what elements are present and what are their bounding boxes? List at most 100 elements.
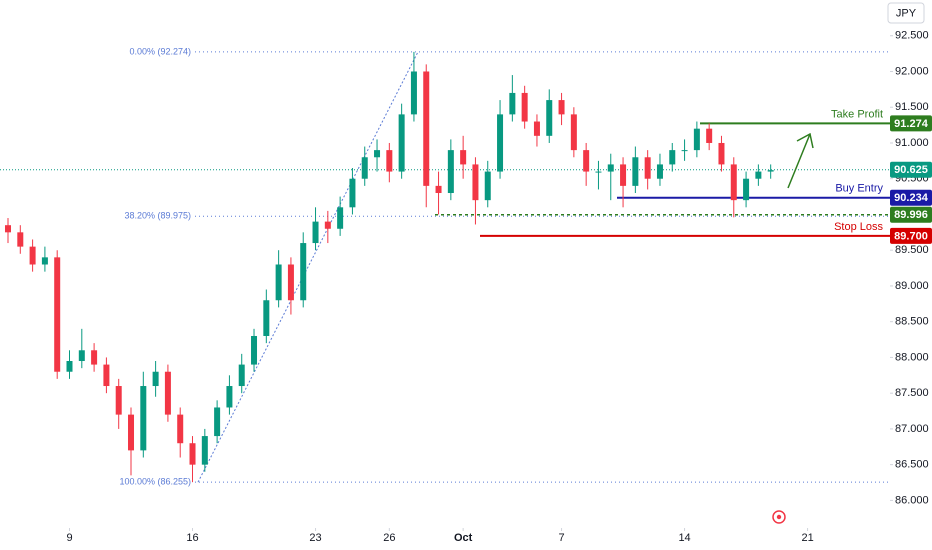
y-tick-label: 87.000 — [895, 423, 929, 435]
price-badge-label: 89.700 — [894, 230, 928, 242]
y-tick-label: 89.000 — [895, 280, 929, 292]
candle-body — [693, 128, 700, 151]
candle-body — [17, 232, 24, 247]
candle-body — [214, 407, 221, 437]
candle-body — [78, 350, 85, 362]
candle-body — [546, 100, 553, 136]
candle-body — [128, 414, 135, 451]
price-badge — [890, 189, 932, 206]
y-tick-label: 86.500 — [895, 459, 929, 471]
y-tick-label: 88.000 — [895, 351, 929, 363]
x-tick-label: Oct — [454, 532, 473, 544]
currency-label: JPY — [896, 7, 917, 19]
candle-body — [521, 92, 528, 122]
candle-body — [755, 171, 762, 179]
candle-body — [656, 164, 663, 179]
candle-body — [435, 185, 442, 194]
candle-body — [767, 170, 774, 172]
level-name: Buy Entry — [835, 183, 883, 195]
candle-body — [386, 150, 393, 172]
candle-body — [103, 364, 110, 387]
candle-body — [54, 257, 61, 372]
candle-body — [275, 264, 282, 301]
fib-level-label: 38.20% (89.975) — [124, 211, 191, 221]
candle-body — [226, 386, 233, 408]
timer-icon-dot — [776, 514, 782, 520]
candle-body — [718, 142, 725, 165]
x-tick-label: 23 — [309, 532, 321, 544]
candle-body — [152, 371, 159, 387]
candle-body — [644, 157, 651, 179]
candle-body — [238, 364, 245, 387]
y-tick-label: 88.500 — [895, 316, 929, 328]
candle-body — [115, 386, 122, 415]
price-badge — [890, 206, 932, 223]
fib-level-label: 0.00% (92.274) — [129, 46, 191, 56]
candle-body — [447, 150, 454, 194]
y-tick-label: 86.000 — [895, 494, 929, 506]
candle-body — [164, 371, 171, 415]
candle-body — [300, 243, 307, 301]
fib-trend-line — [197, 51, 419, 483]
candle-body — [706, 128, 713, 143]
candle-body — [374, 150, 381, 158]
projection-arrow-head — [796, 132, 814, 149]
y-tick-label: 87.500 — [895, 387, 929, 399]
price-badge — [890, 115, 932, 132]
candle-body — [570, 114, 577, 151]
currency-box[interactable] — [887, 2, 925, 24]
candle-body — [620, 164, 627, 186]
candle-body — [398, 114, 405, 172]
price-badge — [890, 227, 932, 244]
candle-body — [497, 114, 504, 172]
price-badge-label: 89.996 — [894, 209, 928, 221]
x-tick-label: 16 — [186, 532, 198, 544]
candle-body — [263, 300, 270, 336]
x-tick-label: 21 — [801, 532, 813, 544]
candle-body — [595, 171, 602, 173]
candle-body — [472, 164, 479, 201]
x-tick-label: 9 — [66, 532, 72, 544]
candle-body — [632, 157, 639, 186]
level-name: Stop Loss — [834, 221, 883, 233]
level-name: Take Profit — [831, 108, 883, 120]
candle-body — [509, 92, 516, 115]
candle-body — [583, 150, 590, 172]
candle-body — [4, 225, 11, 233]
x-tick-label: 7 — [558, 532, 564, 544]
candle-body — [533, 121, 540, 136]
candle-body — [607, 164, 614, 172]
candle-body — [410, 71, 417, 115]
y-tick-label: 89.500 — [895, 244, 929, 256]
fib-level-label: 100.00% (86.255) — [119, 477, 191, 487]
candle-body — [558, 100, 565, 115]
candle-body — [41, 257, 48, 265]
candle-body — [743, 178, 750, 201]
price-badge-label: 90.625 — [894, 164, 928, 176]
candle-body — [66, 361, 73, 372]
candle-body — [251, 335, 258, 365]
x-tick-label: 14 — [678, 532, 690, 544]
x-tick-label: 26 — [383, 532, 395, 544]
candle-body — [361, 157, 368, 179]
candle-body — [337, 207, 344, 229]
candle-body — [349, 178, 356, 208]
candle-body — [460, 150, 467, 165]
price-badge-label: 91.274 — [894, 118, 929, 130]
price-badge — [890, 161, 932, 178]
candle-body — [681, 150, 688, 152]
candle-body — [730, 164, 737, 201]
candle-body — [312, 221, 319, 244]
timer-icon[interactable] — [772, 510, 786, 524]
candle-body — [189, 443, 196, 465]
candle-body — [91, 350, 98, 365]
candle-body — [140, 386, 147, 451]
y-tick-label: 91.500 — [895, 101, 929, 113]
candle-body — [324, 221, 331, 229]
candle-body — [29, 246, 36, 265]
candle-body — [201, 436, 208, 465]
price-badge-label: 90.234 — [894, 192, 929, 204]
